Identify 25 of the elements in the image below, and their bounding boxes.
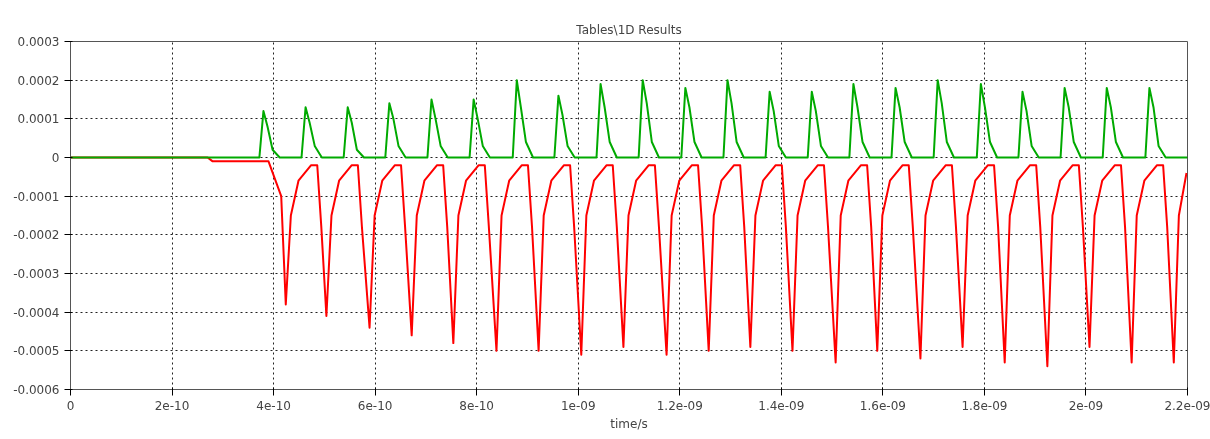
x-tick-label: 6e-10: [357, 398, 393, 413]
x-tick-label: 1.2e-09: [656, 398, 703, 413]
y-tick-label: -0.0003: [13, 267, 60, 281]
x-tick-label: 1.6e-09: [859, 398, 906, 413]
y-tick-label: -0.0001: [13, 189, 60, 204]
x-tick-label: 0: [66, 398, 75, 413]
y-tick-label: -0.0005: [13, 344, 60, 359]
y-tick-label: 0.0002: [17, 73, 60, 88]
x-axis-title: time/s: [610, 416, 648, 431]
y-tick-label: 0.0003: [17, 35, 60, 49]
x-tick-label: 2.2e-09: [1164, 398, 1210, 413]
chart-title: Tables\1D Results: [575, 22, 682, 37]
y-tick-label: -0.0006: [13, 383, 60, 397]
y-tick-label: 0: [51, 151, 60, 165]
x-tick-label: 2e-10: [154, 398, 190, 413]
x-tick-label: 8e-10: [459, 398, 494, 413]
y-tick-label: -0.0002: [13, 228, 60, 243]
y-tick-label: -0.0004: [13, 305, 60, 320]
x-tick-label: 1.8e-09: [961, 398, 1008, 413]
x-tick-label: 4e-10: [256, 398, 291, 413]
y-tick-label: 0.0001: [17, 112, 60, 127]
x-tick-label: 1e-09: [560, 398, 596, 413]
x-tick-label: 1.4e-09: [758, 398, 805, 413]
x-tick-label: 2e-09: [1068, 398, 1104, 413]
line-series: [70, 79, 1188, 159]
